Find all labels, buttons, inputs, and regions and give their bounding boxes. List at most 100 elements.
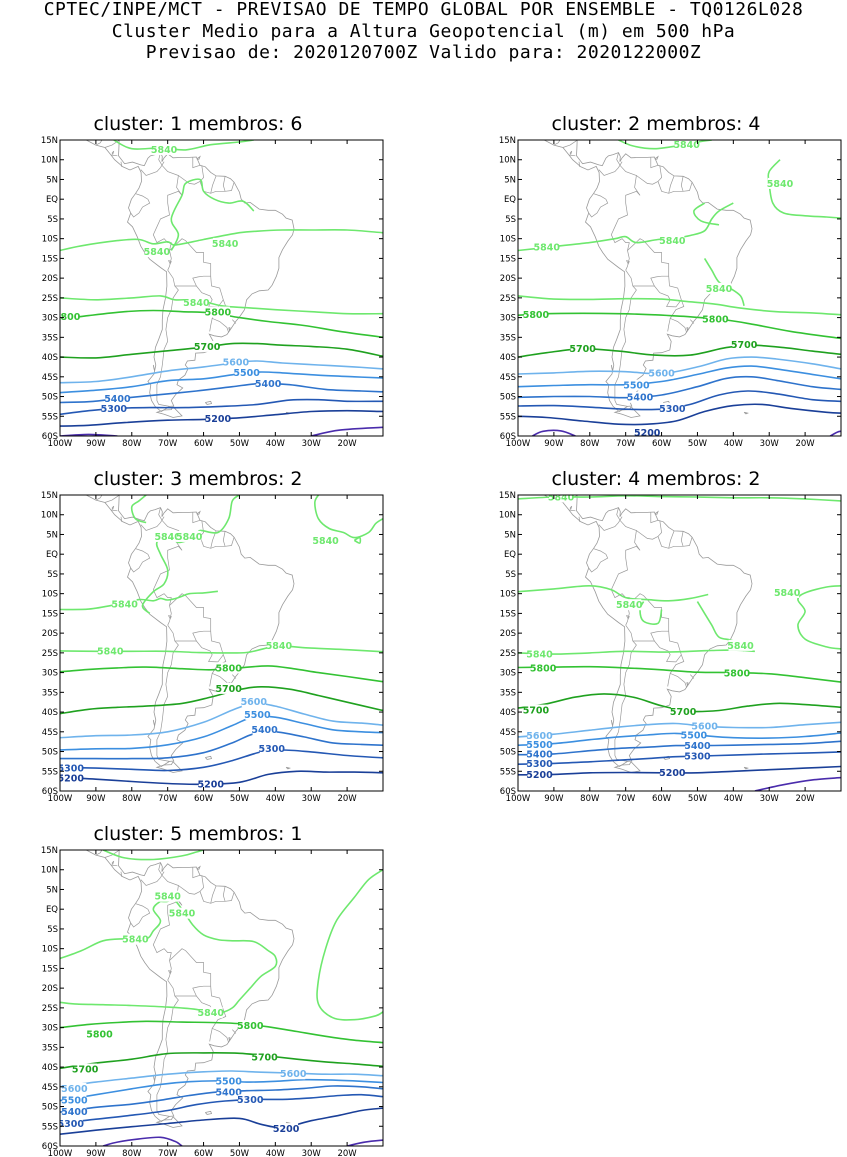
contour-label-bg bbox=[216, 682, 241, 694]
country-border bbox=[169, 238, 230, 333]
contour-label-bg bbox=[527, 648, 552, 660]
lat-label: 60S bbox=[42, 787, 58, 797]
country-border bbox=[588, 193, 609, 218]
coastline bbox=[205, 755, 213, 760]
contour-label-bg bbox=[213, 237, 238, 249]
contour-label: 5400 bbox=[251, 725, 278, 736]
country-border bbox=[680, 176, 684, 192]
coastline bbox=[152, 719, 156, 727]
lat-label: 15N bbox=[499, 136, 516, 146]
contour-label-bg bbox=[101, 403, 126, 415]
lat-label: 55S bbox=[42, 412, 58, 422]
inland-water bbox=[228, 1037, 231, 1041]
coastline bbox=[196, 865, 201, 870]
lat-label: 40S bbox=[42, 1063, 58, 1073]
country-border bbox=[650, 512, 659, 524]
contour-label: 5200 bbox=[659, 768, 686, 779]
panel-title: cluster: 3 membros: 2 bbox=[93, 468, 303, 490]
lat-label: 25S bbox=[42, 1004, 58, 1014]
country-border bbox=[614, 625, 637, 762]
lat-label: 25S bbox=[500, 294, 516, 304]
lon-label: 50W bbox=[688, 794, 708, 804]
lat-label: 35S bbox=[500, 333, 516, 343]
country-border bbox=[110, 509, 118, 512]
contour-label: 5840 bbox=[706, 284, 733, 295]
lat-label: 5S bbox=[47, 215, 58, 225]
country-border bbox=[627, 593, 688, 688]
contour-label: 5500 bbox=[61, 1096, 88, 1107]
contour-label: 5800 bbox=[54, 312, 81, 323]
contour-label: 5840 bbox=[266, 641, 293, 652]
contour-5800 bbox=[518, 312, 841, 340]
contour-label: 5840 bbox=[183, 298, 210, 309]
contour-label-bg bbox=[238, 1020, 263, 1032]
country-border bbox=[140, 516, 165, 531]
coastline bbox=[543, 495, 753, 767]
header-line-1: CPTEC/INPE/MCT - PREVISAO DE TEMPO GLOBA… bbox=[43, 0, 804, 20]
contour-label: 5200 bbox=[58, 773, 85, 784]
contour-5100 bbox=[311, 426, 383, 436]
contour-label: 5400 bbox=[255, 379, 282, 390]
contour-label: 5600 bbox=[526, 731, 553, 742]
contour-5840 bbox=[60, 295, 383, 315]
inland-water bbox=[569, 150, 573, 155]
country-border bbox=[152, 545, 183, 626]
lat-label: 55S bbox=[500, 412, 516, 422]
country-border bbox=[158, 152, 183, 196]
contour-label-bg bbox=[123, 933, 148, 945]
country-border bbox=[668, 530, 675, 549]
contour-label-bg bbox=[216, 1075, 241, 1087]
coastline bbox=[196, 155, 201, 160]
country-border bbox=[210, 175, 217, 194]
inland-water bbox=[111, 505, 115, 510]
coastline bbox=[155, 1116, 183, 1128]
contour-label-bg bbox=[706, 282, 731, 294]
lat-label: 5N bbox=[504, 175, 516, 185]
country-border bbox=[210, 885, 217, 904]
contour-5500 bbox=[60, 371, 383, 394]
coastline bbox=[743, 411, 749, 415]
country-border bbox=[192, 275, 211, 287]
contour-label: 5500 bbox=[233, 368, 260, 379]
contour-label-bg bbox=[155, 530, 180, 542]
contour-5700 bbox=[60, 342, 383, 359]
lat-label: 40S bbox=[42, 708, 58, 718]
lat-label: 10S bbox=[42, 235, 58, 245]
lat-label: 10N bbox=[41, 511, 58, 521]
contour-5840 bbox=[518, 584, 709, 602]
contour-5840 bbox=[518, 649, 755, 655]
country-border bbox=[610, 190, 641, 271]
lat-label: 15N bbox=[41, 846, 58, 856]
contour-label-bg bbox=[112, 598, 137, 610]
contour-5840 bbox=[316, 869, 383, 1021]
lat-label: 30S bbox=[42, 669, 58, 679]
contour-5600 bbox=[518, 721, 841, 738]
lon-label: 80W bbox=[580, 794, 600, 804]
contour-label: 5840 bbox=[767, 179, 794, 190]
contour-label-bg bbox=[216, 662, 241, 674]
inland-water bbox=[690, 319, 695, 324]
contour-label-bg bbox=[527, 729, 552, 741]
lon-label: 80W bbox=[122, 1149, 142, 1157]
coastline bbox=[610, 121, 632, 128]
map-content: 5840 5840 5840 5840 5840 5800 5800 5700 5700 5600… bbox=[518, 495, 841, 791]
contour-label-bg bbox=[155, 890, 180, 902]
contour-5840 bbox=[693, 202, 720, 226]
contour-label: 5800 bbox=[237, 1021, 264, 1032]
contour-label-bg bbox=[728, 639, 753, 651]
contour-label-bg bbox=[205, 306, 230, 318]
country-border bbox=[209, 318, 213, 332]
lon-label: 40W bbox=[266, 1149, 286, 1157]
country-border bbox=[156, 625, 179, 762]
contour-label-bg bbox=[685, 750, 710, 762]
country-border bbox=[192, 985, 211, 997]
contour-5700 bbox=[518, 344, 841, 358]
inland-water bbox=[168, 615, 172, 620]
lat-label: 30S bbox=[42, 314, 58, 324]
coastline bbox=[152, 364, 156, 372]
country-border bbox=[192, 867, 201, 879]
contour-5840 bbox=[141, 495, 240, 615]
country-border bbox=[192, 512, 201, 524]
contour-label-bg bbox=[649, 367, 674, 379]
